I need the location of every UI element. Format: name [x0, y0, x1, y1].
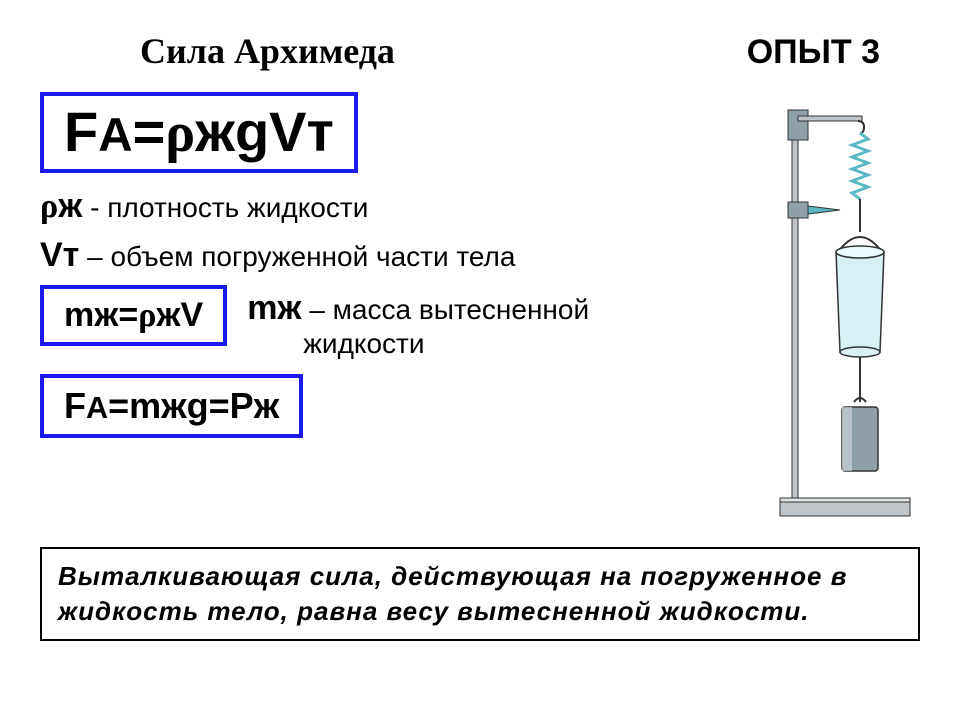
mzh-definition: mж – масса вытесненной жидкости — [247, 285, 589, 360]
mzh-def-line2: жидкости — [247, 328, 424, 359]
apparatus-icon — [770, 102, 920, 522]
mass-formula-box: mж=ρжV — [40, 285, 227, 346]
mass-formula: mж=ρжV — [64, 297, 203, 334]
content-area: FА=ρжgVт ρж - плотность жидкости Vт – об… — [40, 92, 920, 527]
mzh-def-line1: – масса вытесненной — [302, 294, 590, 325]
main-formula-box: FА=ρжgVт — [40, 92, 358, 173]
main-formula: FА=ρжgVт — [64, 104, 334, 161]
conclusion-box: Выталкивающая сила, действующая на погру… — [40, 547, 920, 641]
vt-definition: Vт – объем погруженной части тела — [40, 236, 750, 275]
mzh-symbol: mж — [247, 289, 301, 327]
final-formula: FА=mжg=Pж — [64, 386, 279, 426]
mid-row: mж=ρжV mж – масса вытесненной жидкости — [40, 285, 750, 360]
rho-definition: ρж - плотность жидкости — [40, 187, 750, 226]
conclusion-text: Выталкивающая сила, действующая на погру… — [58, 559, 902, 629]
experiment-label: ОПЫТ 3 — [747, 33, 880, 72]
vt-def-text: – объем погруженной части тела — [79, 241, 515, 272]
vt-symbol: Vт — [40, 236, 79, 274]
page-title: Сила Архимеда — [140, 30, 395, 72]
header-row: Сила Архимеда ОПЫТ 3 — [40, 30, 920, 72]
left-column: FА=ρжgVт ρж - плотность жидкости Vт – об… — [40, 92, 770, 527]
right-column — [770, 92, 920, 527]
rho-def-text: - плотность жидкости — [82, 192, 368, 223]
final-formula-box: FА=mжg=Pж — [40, 374, 303, 438]
